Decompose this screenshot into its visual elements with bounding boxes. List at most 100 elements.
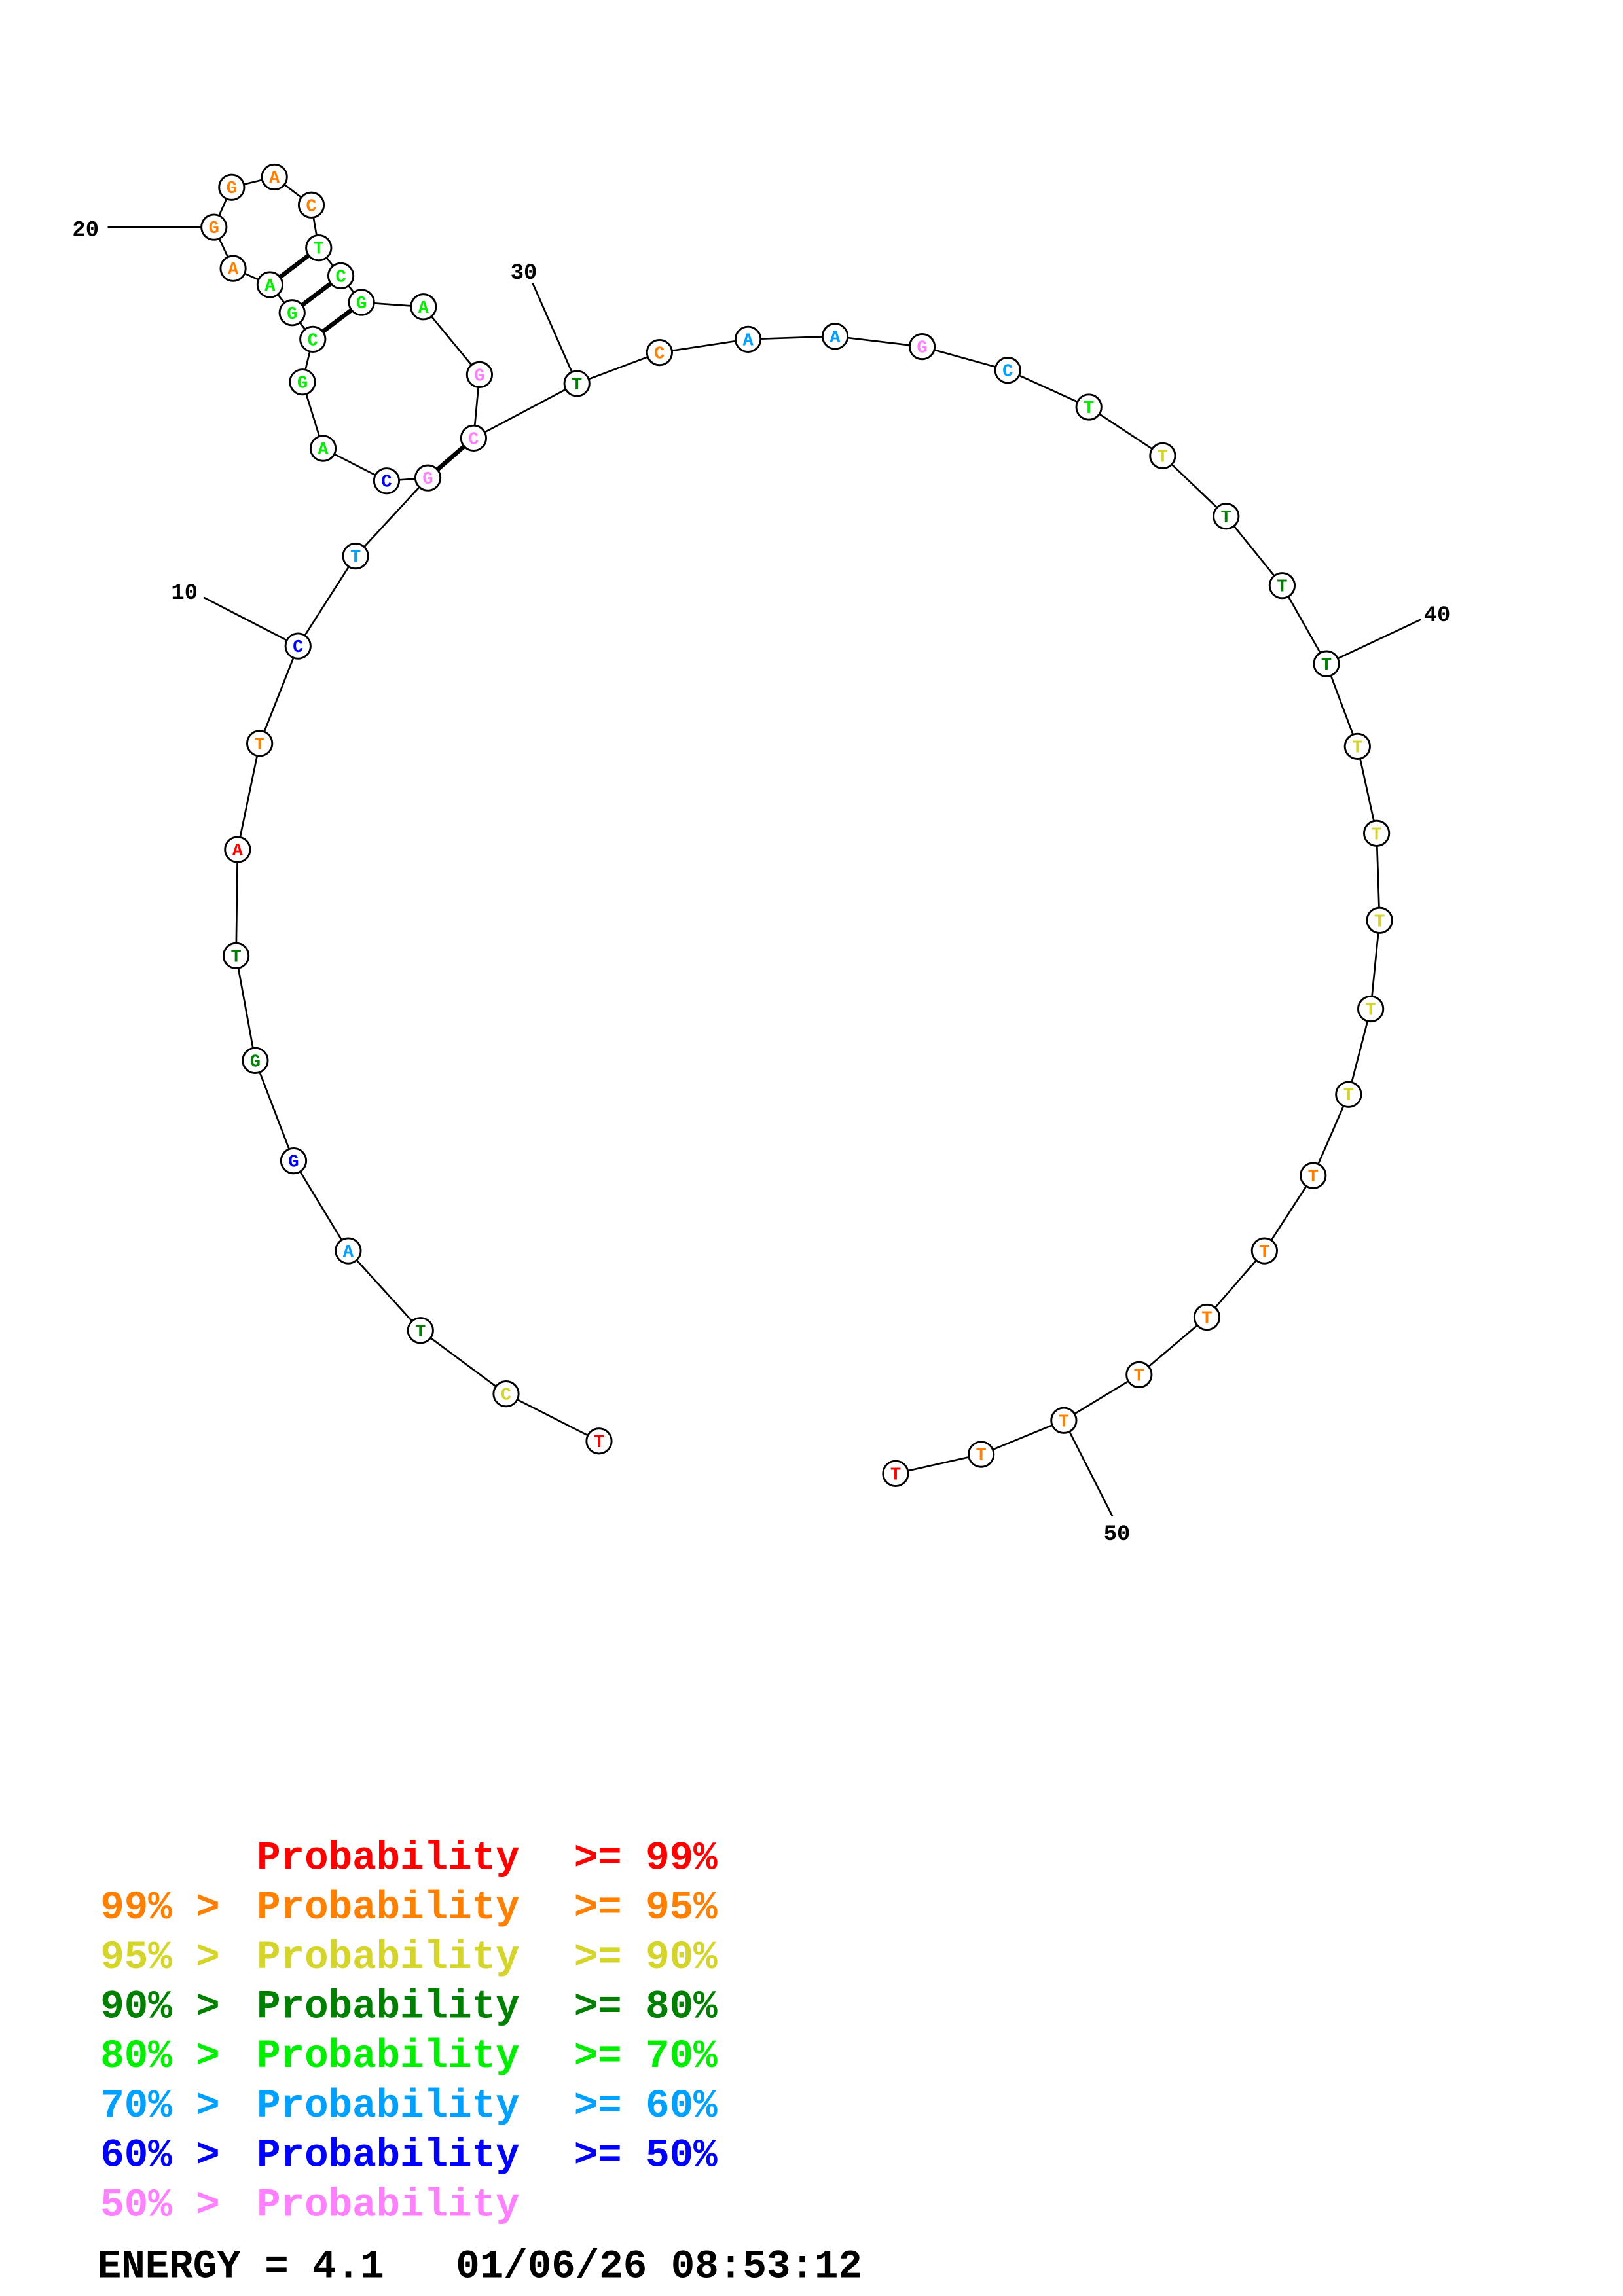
position-label: 30 — [511, 261, 538, 286]
nucleotide-letter: T — [594, 1433, 604, 1453]
nucleotide-circle — [1313, 650, 1340, 677]
nucleotide-circle — [297, 191, 325, 219]
nucleotide-circle — [460, 424, 488, 452]
legend-suffix: >= 70% — [574, 2034, 718, 2079]
nucleotide: C — [297, 191, 325, 219]
nucleotide-circle — [465, 361, 494, 389]
backbone-segment — [1063, 1374, 1140, 1422]
nucleotide: G — [289, 368, 316, 396]
nucleotide-letter: T — [1059, 1412, 1069, 1432]
nucleotide-letter: T — [1259, 1242, 1269, 1263]
nucleotide: T — [563, 370, 591, 397]
nucleotide-circle — [734, 325, 762, 353]
backbone-segment — [1007, 369, 1089, 408]
nucleotide-circle — [1300, 1162, 1327, 1189]
backbone-segment — [505, 1393, 600, 1443]
nucleotide-circle — [278, 299, 306, 327]
legend-label: Probability — [257, 2084, 520, 2129]
nucleotide: C — [299, 325, 327, 353]
backbone-segment — [1225, 515, 1283, 586]
backbone-segment — [1264, 1175, 1314, 1251]
nucleotide: G — [280, 1147, 308, 1175]
nucleotide: C — [327, 262, 355, 290]
legend-suffix: >= 99% — [574, 1836, 718, 1881]
nucleotide: T — [1075, 393, 1103, 421]
nucleotide-circle — [289, 368, 316, 396]
nucleotide-circle — [1366, 906, 1393, 934]
legend-label: Probability — [257, 2134, 520, 2179]
nucleotide-letter: T — [1352, 738, 1362, 758]
nucleotide: T — [968, 1441, 995, 1468]
backbone-segment — [235, 850, 239, 956]
nucleotide-letter: T — [1374, 912, 1385, 932]
nucleotide: T — [246, 730, 274, 757]
nucleotide-circle — [309, 435, 337, 462]
legend-entry: Probability >= 99% — [257, 1836, 718, 1881]
legend-label: Probability — [257, 2034, 520, 2079]
nucleotide-letter: G — [356, 294, 367, 314]
nucleotide-circle — [280, 1147, 308, 1175]
backbone-segment — [1325, 663, 1359, 747]
nucleotide-circle — [1343, 732, 1371, 760]
nucleotide-circle — [348, 289, 375, 316]
nucleotide-circle — [1363, 819, 1391, 847]
nucleotide-circle — [908, 332, 936, 361]
nucleotide-letter: T — [230, 947, 241, 967]
nucleotide-circle — [218, 173, 246, 201]
nucleotide: T — [305, 234, 333, 262]
nucleotide-circle — [646, 338, 673, 367]
nucleotide: G — [278, 299, 306, 327]
nucleotide-letter: T — [1201, 1309, 1212, 1329]
nucleotide: T — [1313, 650, 1340, 677]
nucleotide-circle — [200, 213, 228, 241]
nucleotide-circle — [222, 942, 250, 969]
energy-timestamp: ENERGY = 4.1 01/06/26 08:53:12 — [98, 2245, 862, 2290]
nucleotide-circle — [284, 632, 312, 660]
nucleotide-letter: G — [422, 469, 433, 490]
nucleotide-letter: C — [501, 1386, 511, 1406]
backbone — [213, 176, 1381, 1475]
nucleotide-circle — [407, 1317, 434, 1344]
backbone-segment — [748, 335, 835, 340]
nucleotide: A — [410, 293, 437, 321]
backbone-segment — [259, 645, 299, 744]
nucleotide-circle — [1268, 572, 1296, 600]
nucleotide-letter: A — [418, 298, 429, 319]
backbone-segment — [1312, 1094, 1350, 1176]
legend-entry: 50% > Probability — [100, 2183, 519, 2228]
nucleotide-letter: T — [1308, 1167, 1319, 1187]
backbone-segment — [420, 1329, 507, 1395]
legend-suffix: >= 95% — [574, 1886, 718, 1931]
nucleotide-circle — [224, 836, 251, 863]
nucleotide: T — [1250, 1237, 1278, 1265]
legend-prefix: 60% > — [100, 2134, 220, 2179]
nucleotide: T — [1357, 995, 1385, 1023]
nucleotide-letter: A — [228, 260, 239, 280]
nucleotide-letter: G — [250, 1052, 261, 1072]
nucleotide: T — [1268, 572, 1296, 600]
nucleotide-letter: C — [381, 473, 392, 493]
legend-entry: 60% > Probability >= 50% — [100, 2134, 718, 2179]
nucleotide-circle — [305, 234, 333, 262]
nucleotide: G — [242, 1047, 269, 1074]
tick-line — [532, 283, 578, 384]
nucleotide-circle — [1250, 1237, 1278, 1265]
position-label: 10 — [171, 581, 198, 606]
legend-label: Probability — [257, 2183, 520, 2228]
position-ticks: 10 20 30 40 50 — [72, 219, 1450, 1547]
nucleotide: G — [218, 173, 246, 201]
legend-prefix: 95% > — [100, 1935, 220, 1981]
nucleotide-letter: C — [335, 267, 346, 287]
nucleotide: A — [335, 1237, 362, 1265]
backbone-segment — [1206, 1250, 1266, 1318]
backbone-segment — [297, 555, 357, 647]
nucleotide: C — [492, 1380, 520, 1408]
nucleotide: G — [465, 361, 494, 389]
nucleotide-letter: A — [742, 331, 754, 351]
nucleotide: A — [256, 271, 284, 298]
nucleotide-letter: T — [1158, 447, 1168, 467]
legend-prefix: 50% > — [100, 2183, 220, 2228]
backbone-segment — [293, 1160, 350, 1251]
nucleotide-letter: A — [830, 328, 841, 348]
